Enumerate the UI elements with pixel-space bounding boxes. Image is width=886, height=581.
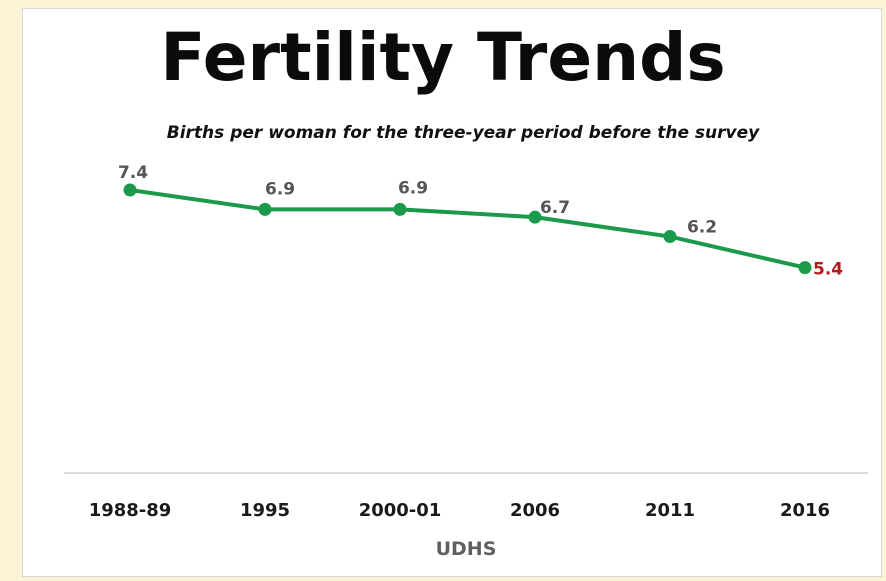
data-point xyxy=(258,202,272,216)
chart-title: Fertility Trends xyxy=(160,19,726,96)
data-point xyxy=(798,261,812,275)
x-axis-label: UDHS xyxy=(436,538,497,560)
data-label: 7.4 xyxy=(118,163,148,183)
data-label: 5.4 xyxy=(813,260,843,280)
data-label: 6.7 xyxy=(540,198,570,218)
x-tick-label: 2006 xyxy=(510,500,560,521)
data-point xyxy=(123,183,137,197)
chart-subtitle: Births per woman for the three-year peri… xyxy=(166,123,760,143)
data-labels-layer: 7.4 6.9 6.9 6.7 6.2 5.4 xyxy=(118,163,843,280)
series-layer xyxy=(128,188,807,270)
data-label: 6.2 xyxy=(687,218,717,238)
x-tick-label: 2011 xyxy=(645,500,695,521)
x-tick-label: 2000-01 xyxy=(359,500,442,521)
data-point xyxy=(528,210,542,224)
data-point xyxy=(393,202,407,216)
x-tick-label: 1988-89 xyxy=(89,500,172,521)
chart-frame xyxy=(22,8,882,577)
points-layer xyxy=(123,183,812,275)
fertility-series-line xyxy=(128,188,807,270)
data-point xyxy=(663,230,677,244)
x-tick-label: 2016 xyxy=(780,500,830,521)
data-label: 6.9 xyxy=(398,178,428,198)
x-tick-labels-layer: 1988-89 1995 2000-01 2006 2011 2016 xyxy=(89,500,830,521)
data-label: 6.9 xyxy=(265,179,295,199)
x-tick-label: 1995 xyxy=(240,500,290,521)
